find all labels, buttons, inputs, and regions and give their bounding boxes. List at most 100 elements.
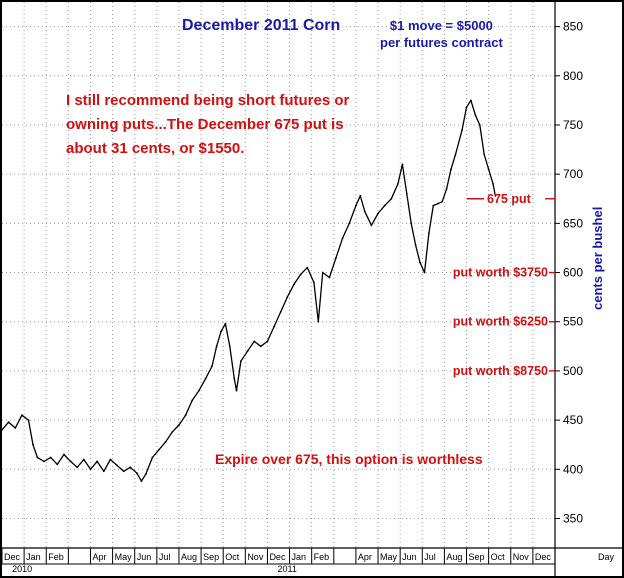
price-point <box>321 271 324 274</box>
price-point <box>21 414 23 417</box>
price-point <box>224 322 227 325</box>
price-point <box>328 276 331 279</box>
y-tick-label: 850 <box>563 20 583 34</box>
year-label: 2010 <box>12 564 32 574</box>
price-point <box>151 456 154 459</box>
price-point <box>49 456 52 459</box>
price-point <box>494 194 497 197</box>
price-point <box>478 124 481 126</box>
price-point <box>450 168 452 171</box>
y-tick-label: 650 <box>563 216 583 230</box>
price-point <box>220 330 222 333</box>
price-point <box>164 440 167 443</box>
price-point <box>228 345 231 348</box>
y-tick-label: 400 <box>563 462 583 476</box>
x-tick-label: Dec <box>4 552 21 562</box>
price-point <box>122 470 125 473</box>
price-point <box>436 202 439 205</box>
price-point <box>405 192 408 195</box>
price-point <box>184 414 187 417</box>
price-point <box>129 466 132 469</box>
price-point <box>348 222 351 225</box>
price-series-line <box>1 99 496 482</box>
y-tick-label: 700 <box>563 167 583 181</box>
price-point <box>158 448 161 451</box>
price-point <box>178 424 180 426</box>
y-tick-label: 550 <box>563 315 583 329</box>
price-point <box>140 480 143 482</box>
year-label: 2011 <box>278 564 297 574</box>
price-point <box>335 256 337 259</box>
price-point <box>198 389 200 392</box>
price-point <box>487 168 490 171</box>
price-point <box>116 464 118 467</box>
x-tick-label: Feb <box>48 552 64 562</box>
price-point <box>363 210 366 213</box>
price-point <box>401 163 404 166</box>
recommendation-note: I still recommend being short futures or… <box>66 92 350 157</box>
price-point <box>144 473 147 476</box>
x-tick-label: Jan <box>26 552 41 562</box>
price-point <box>102 470 105 473</box>
price-point <box>56 463 59 466</box>
price-point <box>377 212 379 215</box>
price-point <box>383 204 386 207</box>
price-point <box>233 377 236 380</box>
price-point <box>14 427 17 429</box>
price-point <box>432 204 435 207</box>
price-point <box>313 281 315 284</box>
price-point <box>279 311 282 313</box>
x-tick-label: Dec <box>535 552 552 562</box>
price-point <box>76 466 79 469</box>
price-point <box>240 360 242 362</box>
x-tick-label: Jun <box>402 552 417 562</box>
price-point <box>109 458 112 461</box>
price-point <box>82 458 85 461</box>
price-point <box>43 460 45 463</box>
price-point <box>359 194 362 197</box>
x-tick-label: Aug <box>181 552 197 562</box>
price-point <box>355 204 357 207</box>
x-tick-label: Jun <box>137 552 152 562</box>
price-point <box>235 389 238 392</box>
price-point <box>7 421 10 423</box>
x-tick-label: May <box>115 552 133 562</box>
price-point <box>27 419 30 421</box>
x-tick-label: Nov <box>513 552 530 562</box>
price-point <box>69 460 72 463</box>
grid-layer <box>2 2 555 548</box>
price-point <box>89 468 92 471</box>
price-point <box>474 114 477 116</box>
price-point <box>441 200 444 203</box>
x-tick-label: Oct <box>491 552 506 562</box>
price-point <box>445 188 448 190</box>
price-point <box>293 283 295 286</box>
x-tick-label: Apr <box>92 552 106 562</box>
annotation-label: 675 put <box>487 192 532 206</box>
price-point <box>215 345 218 348</box>
price-point <box>483 153 486 156</box>
price-point <box>63 453 65 456</box>
price-point <box>470 99 472 102</box>
annotation-layer: 675 put put worth $3750 put worth $6250 put… <box>453 192 555 378</box>
price-point <box>370 224 373 227</box>
price-point <box>136 472 138 475</box>
price-point <box>253 340 256 343</box>
price-point <box>246 350 249 353</box>
expiry-note: Expire over 675, this option is worthles… <box>215 451 483 467</box>
price-point <box>410 222 413 225</box>
contract-note-line-1: $1 move = $5000 <box>389 18 493 33</box>
price-point <box>317 320 320 323</box>
price-point <box>341 237 344 240</box>
price-point <box>96 460 98 463</box>
price-point <box>414 244 417 246</box>
x-tick-label: Sep <box>469 552 485 562</box>
price-point <box>419 261 421 264</box>
annotation-label: put worth $3750 <box>453 266 548 280</box>
price-point <box>461 129 463 131</box>
annotation-label: put worth $6250 <box>453 315 548 329</box>
